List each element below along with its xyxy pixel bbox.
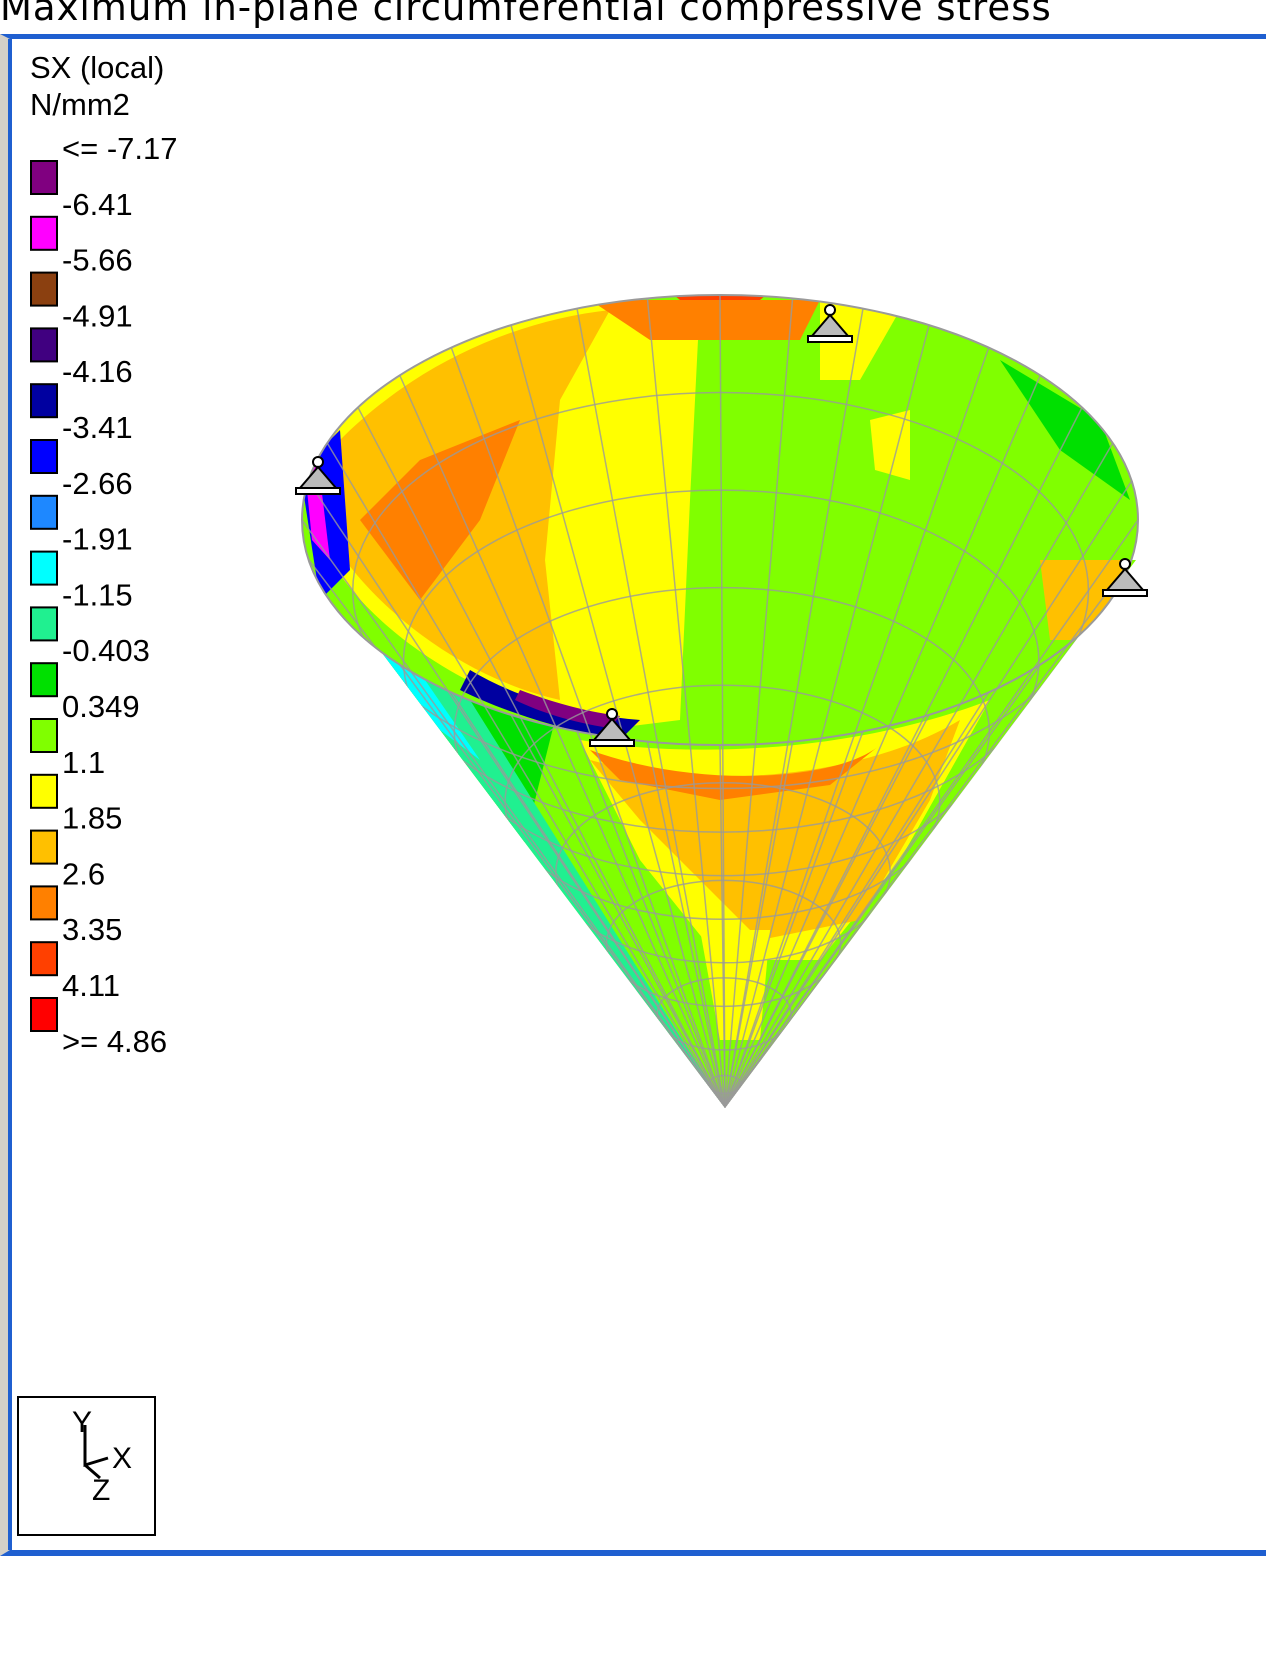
mesh-line	[326, 442, 726, 1108]
mesh-line	[307, 480, 726, 1108]
mesh-line	[357, 407, 726, 1108]
mesh-line	[724, 375, 1041, 1108]
mesh-line	[724, 347, 990, 1108]
legend-swatch	[30, 606, 58, 642]
legend-label: -1.91	[62, 522, 133, 557]
mesh-line	[510, 324, 726, 1108]
mesh-line	[302, 519, 726, 1108]
legend-swatch	[30, 662, 58, 698]
legend-unit: N/mm2	[30, 87, 130, 122]
legend-label: -1.15	[62, 577, 133, 612]
mesh-line	[724, 664, 1041, 1108]
legend-label: -3.41	[62, 410, 133, 445]
legend-swatch	[30, 271, 58, 307]
supports	[295, 304, 1148, 747]
legend-swatch	[30, 829, 58, 865]
mesh-ring	[352, 391, 1090, 790]
mesh-ring	[605, 879, 842, 1008]
legend-label: -2.66	[62, 466, 133, 501]
mesh-ring	[402, 489, 1040, 833]
mesh-line	[724, 731, 864, 1108]
model-view: SX (local) N/mm2 <= -7.17 -6.41 -5.66 -4.91…	[17, 50, 1148, 1536]
mesh-ring	[504, 684, 941, 920]
legend-swatch	[30, 773, 58, 809]
triad-z: Z	[92, 1474, 110, 1507]
mesh-line	[719, 295, 726, 1108]
mesh-line	[450, 347, 726, 1108]
mesh-line	[576, 731, 726, 1108]
legend-swatch	[30, 941, 58, 977]
legend-swatch	[30, 439, 58, 474]
legend-swatch	[30, 885, 58, 921]
contour-plot	[302, 295, 1138, 1108]
support	[1102, 558, 1148, 597]
legend-swatch	[30, 160, 58, 195]
legend-label: -4.16	[62, 354, 133, 389]
triad-x: X	[112, 1442, 132, 1475]
legend: SX (local) N/mm2 <= -7.17 -6.41 -5.66 -4.91…	[30, 50, 177, 1059]
mesh-line	[646, 741, 726, 1108]
legend-label: 0.349	[62, 689, 140, 724]
triad-y: Y	[72, 1406, 92, 1439]
legend-swatch	[30, 997, 58, 1032]
mesh-line	[724, 308, 864, 1108]
legend-swatch	[30, 550, 58, 586]
legend-label: 1.1	[62, 745, 105, 780]
legend-label: -5.66	[62, 243, 133, 278]
legend-swatch	[30, 494, 58, 530]
support-base	[589, 739, 635, 747]
support-base	[295, 487, 341, 495]
mesh-line	[399, 375, 726, 1108]
legend-label: 2.6	[62, 856, 105, 891]
legend-swatch	[30, 215, 58, 251]
legend-swatch	[30, 383, 58, 419]
legend-quantity: SX (local)	[30, 50, 164, 85]
legend-swatch	[30, 718, 58, 753]
mesh-line	[724, 324, 930, 1108]
viewport-window: SX (local) N/mm2 <= -7.17 -6.41 -5.66 -4.91…	[0, 34, 1266, 1556]
support-base	[807, 335, 853, 343]
mesh-ring	[707, 1074, 743, 1095]
mesh-line	[724, 480, 1133, 1108]
legend-label: 1.85	[62, 801, 122, 836]
support	[807, 304, 853, 343]
legend-label: 3.35	[62, 912, 122, 947]
support	[589, 708, 635, 747]
legend-label: -4.91	[62, 298, 133, 333]
legend-label: >= 4.86	[62, 1024, 167, 1059]
mesh-ring	[555, 782, 891, 964]
legend-label: -0.403	[62, 633, 150, 668]
mesh-line	[646, 298, 726, 1108]
legend-label: -6.41	[62, 187, 133, 222]
mesh-line	[724, 442, 1114, 1108]
support	[295, 456, 341, 495]
legend-label: 4.11	[62, 968, 120, 1003]
title: Maximum in-plane circumferential compres…	[0, 0, 1052, 29]
legend-swatch	[30, 327, 58, 363]
support-base	[1102, 589, 1148, 597]
mesh-ring	[656, 977, 792, 1051]
mesh-line	[724, 298, 794, 1108]
mesh-line	[724, 407, 1083, 1108]
mesh-line	[724, 691, 990, 1108]
mesh-ring	[453, 586, 991, 877]
mesh-line	[576, 308, 726, 1108]
mesh-line	[510, 714, 726, 1108]
legend-label: <= -7.17	[62, 131, 177, 166]
